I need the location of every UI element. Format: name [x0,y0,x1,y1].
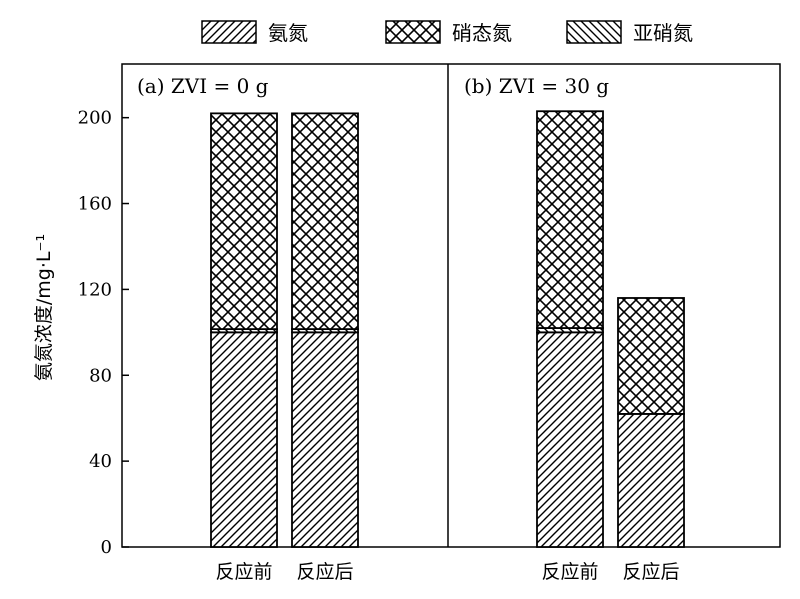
bar-segment-氨氮 [291,331,359,548]
plot-frame [121,63,781,548]
y-axis-label: 氨氮浓度/mg·L⁻¹ [33,234,55,381]
legend-swatch-氨氮 [201,20,257,44]
panel-title-b: (b) ZVI = 30 g [464,74,609,98]
panel-title-a: (a) ZVI = 0 g [137,74,269,98]
y-tick-label: 0 [101,537,112,558]
bar-segment-硝态氮 [291,112,359,331]
x-category-label: 反应后 [622,561,679,583]
y-tick-label: 160 [78,194,112,215]
legend-label-硝态氮: 硝态氮 [452,21,512,45]
bar-segment-氨氮 [210,331,278,548]
bar-segment-氨氮 [536,331,604,548]
bar-segment-硝态氮 [617,297,685,415]
legend-swatch-亚硝氮 [566,20,622,44]
bar-segment-氨氮 [617,413,685,548]
plot-area: 0 40 80 120 160 200 氨氮浓度/mg·L⁻¹ (a) ZVI = 0 g 反应… [33,63,781,583]
legend-label-亚硝氮: 亚硝氮 [633,21,693,45]
x-category-label: 反应前 [541,561,598,583]
y-tick-label: 80 [89,365,112,386]
legend-swatch-硝态氮 [385,20,441,44]
y-tick-label: 40 [89,451,112,472]
y-tick-label: 200 [78,108,112,129]
legend: 氨氮 硝态氮 亚硝氮 [201,20,693,45]
x-category-label: 反应后 [296,561,353,583]
bar-segment-硝态氮 [536,110,604,329]
x-category-label: 反应前 [215,561,272,583]
legend-label-氨氮: 氨氮 [268,21,308,45]
y-tick-label: 120 [78,279,112,300]
bar-segment-硝态氮 [210,112,278,331]
